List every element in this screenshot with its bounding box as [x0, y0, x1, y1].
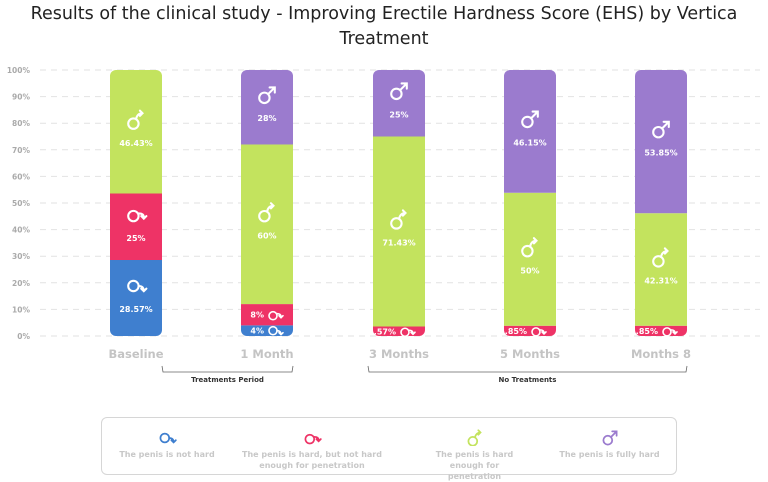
legend-label: The penis is hard enough for penetration [435, 450, 514, 481]
bar-stack [635, 69, 687, 336]
data-label: 25% [389, 110, 408, 119]
x-tick-label: 3 Months [369, 347, 429, 361]
male-curled-down-icon [268, 325, 284, 336]
data-label: 28% [257, 114, 276, 123]
bar-segment [110, 193, 162, 261]
y-tick-label: 100% [7, 66, 31, 75]
x-tick-label: 5 Months [500, 347, 560, 361]
bar-segment [635, 69, 687, 214]
male-curled-icon [304, 433, 322, 445]
y-tick-label: 0% [17, 332, 30, 341]
data-label: 60% [257, 231, 276, 240]
y-tick-label: 50% [12, 199, 30, 208]
bar-segment [241, 70, 293, 145]
male-bent-icon [467, 429, 482, 446]
group-bracket [367, 365, 688, 373]
y-tick-label: 20% [12, 279, 30, 288]
legend: The penis is not hard The penis is hard,… [101, 417, 677, 481]
male-bent-icon [127, 109, 144, 130]
bar-segment [504, 192, 556, 326]
data-label: 25% [126, 234, 145, 243]
data-label: 50% [520, 266, 539, 275]
bar-segment [241, 144, 293, 305]
y-tick-label: 70% [12, 146, 30, 155]
male-curled-icon [304, 433, 322, 445]
bar-stack [373, 70, 425, 336]
y-tick-label: 60% [12, 172, 30, 181]
data-label: 8% [250, 311, 264, 320]
bar-segment [241, 325, 293, 336]
legend-item-fully-hard: The penis is fully hard [542, 428, 677, 460]
legend-icon [237, 428, 387, 446]
x-tick-label: Baseline [108, 347, 163, 361]
bar-segment [373, 70, 425, 137]
male-icon [652, 120, 670, 139]
data-label: 4% [250, 327, 264, 336]
male-icon [521, 110, 539, 129]
male-curled-down-icon [159, 432, 177, 444]
male-curled-icon [268, 310, 284, 321]
group-bracket [161, 365, 294, 373]
male-bent-icon [258, 202, 275, 223]
male-bent-icon [390, 209, 407, 230]
data-label: 3.85% [499, 327, 527, 336]
data-label: 46.15% [513, 138, 546, 147]
y-tick-label: 80% [12, 119, 30, 128]
male-bent-icon [467, 429, 482, 446]
bar-segment [504, 70, 556, 193]
legend-label: The penis is hard, but not hard enough f… [242, 450, 382, 470]
data-label: 46.43% [119, 139, 152, 148]
legend-item-hard-enough: The penis is hard enough for penetration [427, 428, 522, 482]
legend-icon [427, 428, 522, 446]
y-tick-label: 40% [12, 226, 30, 235]
male-curled-down-icon [127, 279, 148, 293]
legend-item-not-hard: The penis is not hard [102, 428, 232, 460]
legend-label: The penis is not hard [119, 450, 215, 459]
data-label: 42.31% [644, 276, 677, 285]
bar-stack [504, 70, 556, 336]
male-icon [390, 82, 408, 101]
male-bent-icon [652, 247, 669, 268]
male-curled-icon [127, 209, 148, 223]
male-curled-icon [400, 327, 416, 338]
bar-stack [241, 70, 293, 336]
legend-icon [102, 428, 232, 446]
male-curled-icon [531, 327, 547, 337]
bar-segment [635, 325, 687, 336]
male-curled-down-icon [159, 432, 177, 444]
bar-segment [373, 326, 425, 336]
x-tick-label: Months 8 [631, 347, 691, 361]
y-tick-label: 10% [12, 305, 30, 314]
y-tick-label: 30% [12, 252, 30, 261]
male-icon [602, 430, 617, 446]
legend-item-hard-not-enough: The penis is hard, but not hard enough f… [237, 428, 387, 471]
y-tick-label: 90% [12, 93, 30, 102]
bar-segment [110, 260, 162, 336]
bar-segment [635, 213, 687, 326]
male-bent-icon [521, 237, 538, 258]
bar-segment [241, 304, 293, 326]
bar-stack [110, 70, 162, 336]
data-label: 53.85% [644, 149, 677, 158]
data-label: 3.57% [368, 327, 396, 336]
bar-segment [373, 136, 425, 327]
data-label: 28.57% [119, 305, 152, 314]
x-tick-label: 1 Month [240, 347, 293, 361]
legend-icon [542, 428, 677, 446]
bar-segment [504, 325, 556, 336]
data-label: 3.85% [630, 327, 658, 336]
male-curled-icon [662, 327, 678, 337]
legend-label: The penis is fully hard [559, 450, 660, 459]
male-icon [258, 86, 276, 105]
group-label: No Treatments [499, 376, 557, 384]
group-label: Treatments Period [191, 376, 264, 384]
bar-segment [110, 70, 162, 194]
data-label: 71.43% [382, 239, 415, 248]
chart-title: Results of the clinical study - Improvin… [30, 4, 738, 49]
male-icon [602, 430, 617, 446]
